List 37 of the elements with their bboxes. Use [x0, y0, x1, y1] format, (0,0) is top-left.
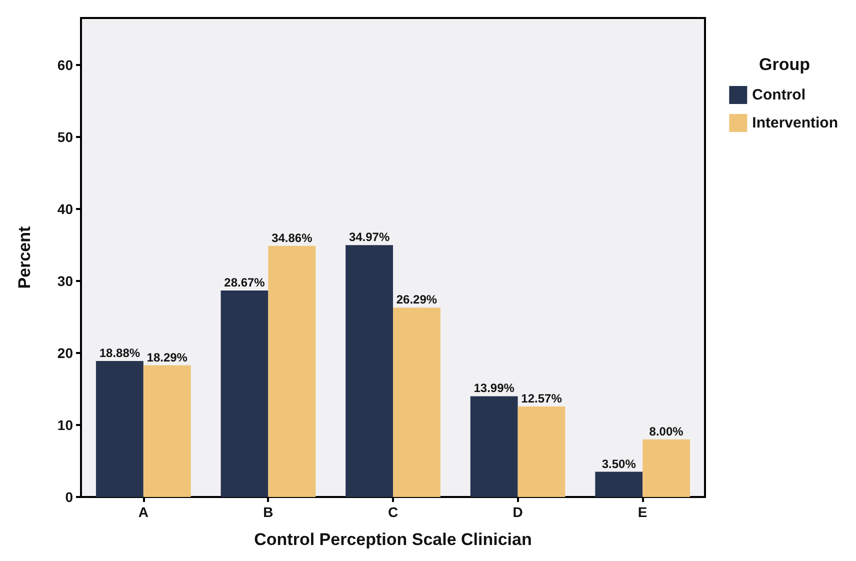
bar [470, 396, 518, 497]
x-tick-label: E [638, 504, 648, 520]
legend-label: Intervention [752, 114, 838, 132]
y-tick-label: 10 [57, 416, 74, 433]
data-label: 18.29% [146, 350, 188, 364]
data-label: 18.88% [99, 346, 140, 360]
bar [393, 308, 440, 497]
bar [268, 246, 316, 497]
y-axis-title: Percent [15, 226, 34, 289]
legend-title: Group [759, 55, 810, 74]
data-label: 12.57% [521, 391, 562, 406]
bar [595, 472, 643, 497]
legend-label: Control [752, 86, 806, 104]
data-label: 26.29% [396, 292, 438, 307]
y-tick-label: 0 [65, 489, 74, 505]
bar [143, 365, 191, 497]
data-label: 34.97% [348, 230, 390, 244]
bar [642, 439, 690, 497]
y-tick-label: 40 [57, 200, 74, 217]
data-label: 28.67% [224, 275, 266, 290]
y-tick-label: 50 [57, 128, 74, 145]
y-tick-label: 20 [57, 344, 74, 361]
data-label: 8.00% [649, 424, 684, 438]
x-tick-label: D [512, 504, 523, 520]
x-tick-label: A [138, 504, 148, 520]
bar [96, 361, 144, 497]
bar [346, 245, 393, 497]
x-tick-label: B [263, 504, 274, 520]
y-tick-label: 30 [57, 272, 74, 289]
y-tick-label: 60 [57, 56, 74, 73]
data-label: 34.86% [272, 230, 313, 245]
data-label: 13.99% [474, 381, 515, 396]
data-label: 3.50% [602, 456, 636, 471]
x-tick-label: C [388, 504, 398, 520]
x-axis-title: Control Perception Scale Clinician [254, 530, 532, 549]
bar [518, 406, 566, 497]
bar [220, 290, 268, 497]
